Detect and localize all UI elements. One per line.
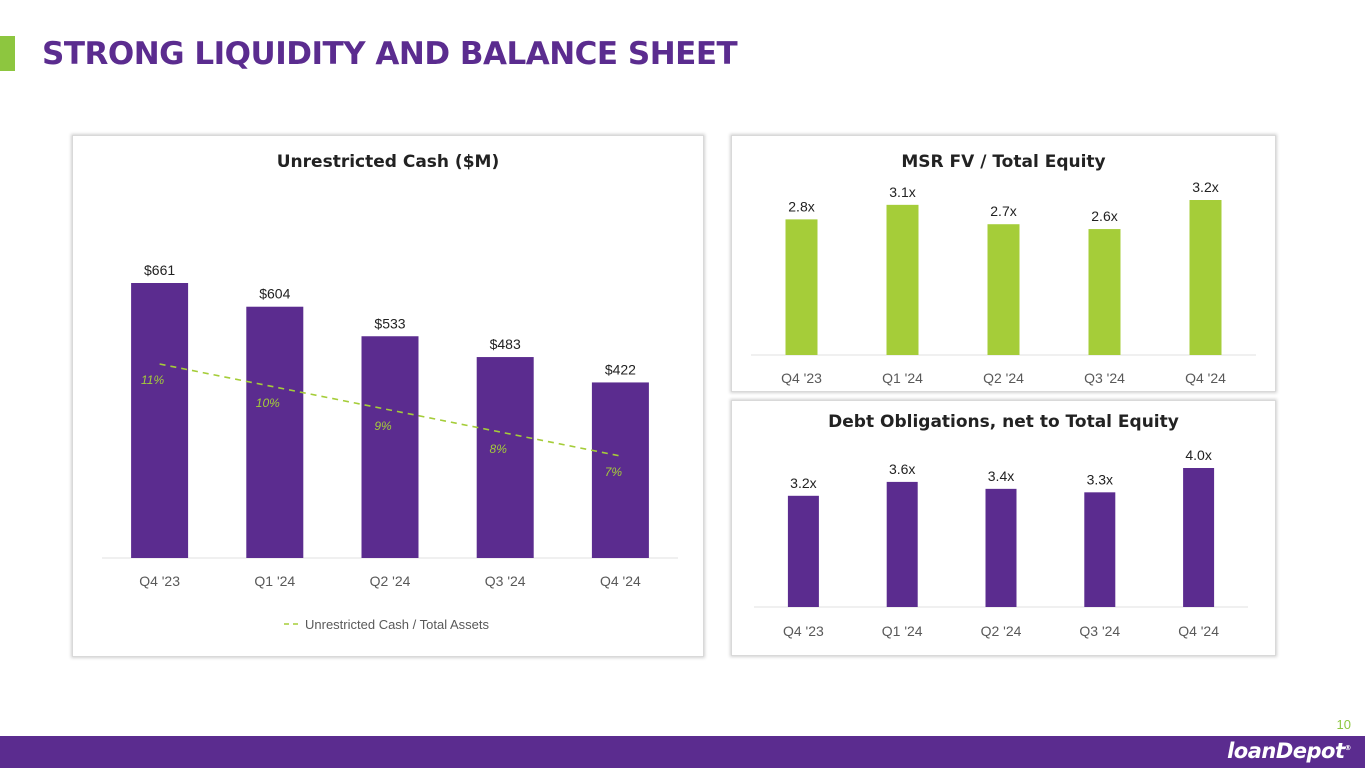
x-tick-label-2: Q2 '24 <box>983 370 1024 386</box>
ratio-line-label-0: 11% <box>141 373 164 387</box>
bar-value-label-4: $422 <box>605 361 636 377</box>
x-tick-label-2: Q2 '24 <box>370 573 411 589</box>
bar-value-label-1: $604 <box>259 286 290 302</box>
bar-3 <box>1084 492 1116 607</box>
x-tick-label-3: Q3 '24 <box>1084 370 1125 386</box>
bar-4 <box>1189 200 1222 355</box>
x-tick-label-0: Q4 '23 <box>139 573 180 589</box>
chart-title: Unrestricted Cash ($M) <box>277 152 499 172</box>
x-tick-label-4: Q4 '24 <box>1185 370 1226 386</box>
bar-0 <box>785 219 818 355</box>
debt-obligations-chart-panel: Debt Obligations, net to Total Equity 3.2… <box>731 400 1276 656</box>
bar-value-label-2: 3.4x <box>988 468 1014 484</box>
unrestricted-cash-chart: Unrestricted Cash ($M) $661 Q4 '23 $604 Q1 '… <box>102 152 678 632</box>
x-tick-label-0: Q4 '23 <box>783 623 824 639</box>
bar-value-label-2: 2.7x <box>990 203 1016 219</box>
msr-fv-chart-panel: MSR FV / Total Equity 2.8x Q4 '23 3.1x Q1 '2… <box>731 135 1276 392</box>
ratio-line-series <box>159 363 621 457</box>
bar-value-label-2: $533 <box>374 315 405 331</box>
bar-value-label-3: 2.6x <box>1091 208 1117 224</box>
x-tick-label-1: Q1 '24 <box>882 623 923 639</box>
bar-value-label-4: 4.0x <box>1185 447 1211 463</box>
logo-text: loanDepot <box>1227 739 1345 763</box>
ratio-line-label-3: 8% <box>490 442 508 456</box>
page-title: STRONG LIQUIDITY AND BALANCE SHEET <box>42 36 738 72</box>
bar-value-label-4: 3.2x <box>1192 179 1218 195</box>
x-tick-label-2: Q2 '24 <box>981 623 1022 639</box>
bar-2 <box>361 336 419 558</box>
bar-2 <box>985 488 1017 607</box>
bar-value-label-0: $661 <box>144 262 175 278</box>
page-number: 10 <box>1336 717 1351 732</box>
x-tick-label-1: Q1 '24 <box>254 573 295 589</box>
bar-value-label-0: 2.8x <box>788 198 814 214</box>
legend-label: Unrestricted Cash / Total Assets <box>305 617 490 632</box>
bar-2 <box>987 224 1020 355</box>
x-tick-label-4: Q4 '24 <box>1178 623 1219 639</box>
title-accent-bar <box>0 36 15 71</box>
x-tick-label-3: Q3 '24 <box>1079 623 1120 639</box>
msr-fv-chart: MSR FV / Total Equity 2.8x Q4 '23 3.1x Q1 '2… <box>751 152 1256 386</box>
x-tick-label-4: Q4 '24 <box>600 573 641 589</box>
bar-4 <box>1183 468 1215 607</box>
chart-title: MSR FV / Total Equity <box>901 152 1105 172</box>
bar-3 <box>476 357 534 558</box>
x-tick-label-1: Q1 '24 <box>882 370 923 386</box>
bar-3 <box>1088 229 1121 355</box>
bar-value-label-1: 3.6x <box>889 461 915 477</box>
debt-obligations-chart: Debt Obligations, net to Total Equity 3.2… <box>754 412 1248 639</box>
ratio-line-label-1: 10% <box>256 396 280 410</box>
bar-0 <box>131 283 189 558</box>
loandepot-logo: loanDepot® <box>1227 739 1351 763</box>
x-tick-label-3: Q3 '24 <box>485 573 526 589</box>
bar-4 <box>591 382 649 558</box>
ratio-line-label-2: 9% <box>374 419 392 433</box>
bar-value-label-3: 3.3x <box>1087 471 1113 487</box>
footer-bar <box>0 736 1365 768</box>
bar-value-label-0: 3.2x <box>790 475 816 491</box>
bar-0 <box>787 495 819 607</box>
bar-value-label-3: $483 <box>490 336 521 352</box>
bar-1 <box>246 306 304 558</box>
ratio-line-label-4: 7% <box>605 465 623 479</box>
bar-1 <box>886 481 918 607</box>
x-tick-label-0: Q4 '23 <box>781 370 822 386</box>
chart-title: Debt Obligations, net to Total Equity <box>828 412 1179 432</box>
unrestricted-cash-chart-panel: Unrestricted Cash ($M) $661 Q4 '23 $604 Q1 '… <box>72 135 704 657</box>
bar-1 <box>886 204 919 355</box>
bar-value-label-1: 3.1x <box>889 184 915 200</box>
